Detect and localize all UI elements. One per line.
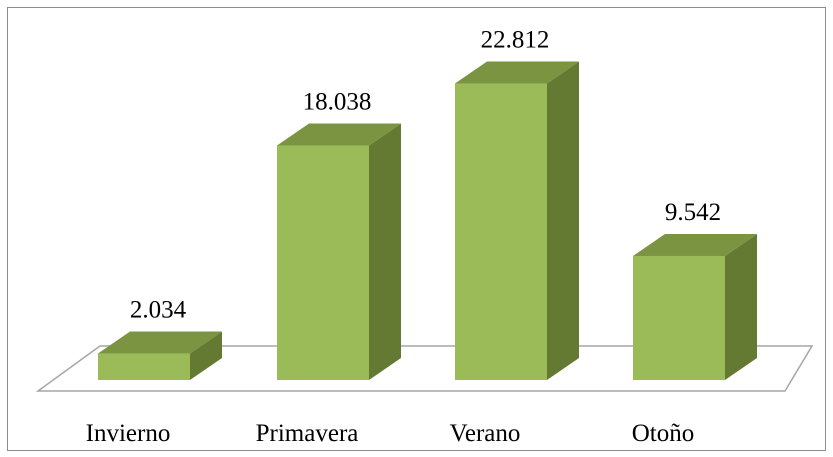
- bar-top: [277, 123, 401, 146]
- bar-side: [725, 233, 757, 380]
- bar-top: [98, 331, 222, 354]
- bar-top: [455, 61, 579, 84]
- bar: [633, 233, 757, 380]
- bar-side: [369, 123, 401, 381]
- bar-top: [633, 233, 757, 256]
- chart-border: [7, 7, 826, 451]
- data-label: 9.542: [665, 199, 721, 226]
- bar: [98, 331, 222, 380]
- x-tick-label: Primavera: [256, 420, 359, 447]
- data-label: 2.034: [130, 297, 187, 324]
- bar-front: [98, 353, 190, 380]
- bar: [277, 123, 401, 381]
- bar-side: [547, 61, 579, 380]
- bar-front: [455, 83, 547, 380]
- x-tick-label: Otoño: [632, 420, 695, 447]
- bar-front: [277, 145, 369, 380]
- data-label: 18.038: [303, 89, 372, 116]
- bar-front: [633, 255, 725, 380]
- bar-side: [190, 331, 222, 380]
- x-tick-label: Invierno: [86, 420, 171, 447]
- x-tick-label: Verano: [450, 420, 521, 447]
- bar: [455, 61, 579, 380]
- data-label: 22.812: [481, 26, 550, 53]
- floor: [35, 345, 814, 392]
